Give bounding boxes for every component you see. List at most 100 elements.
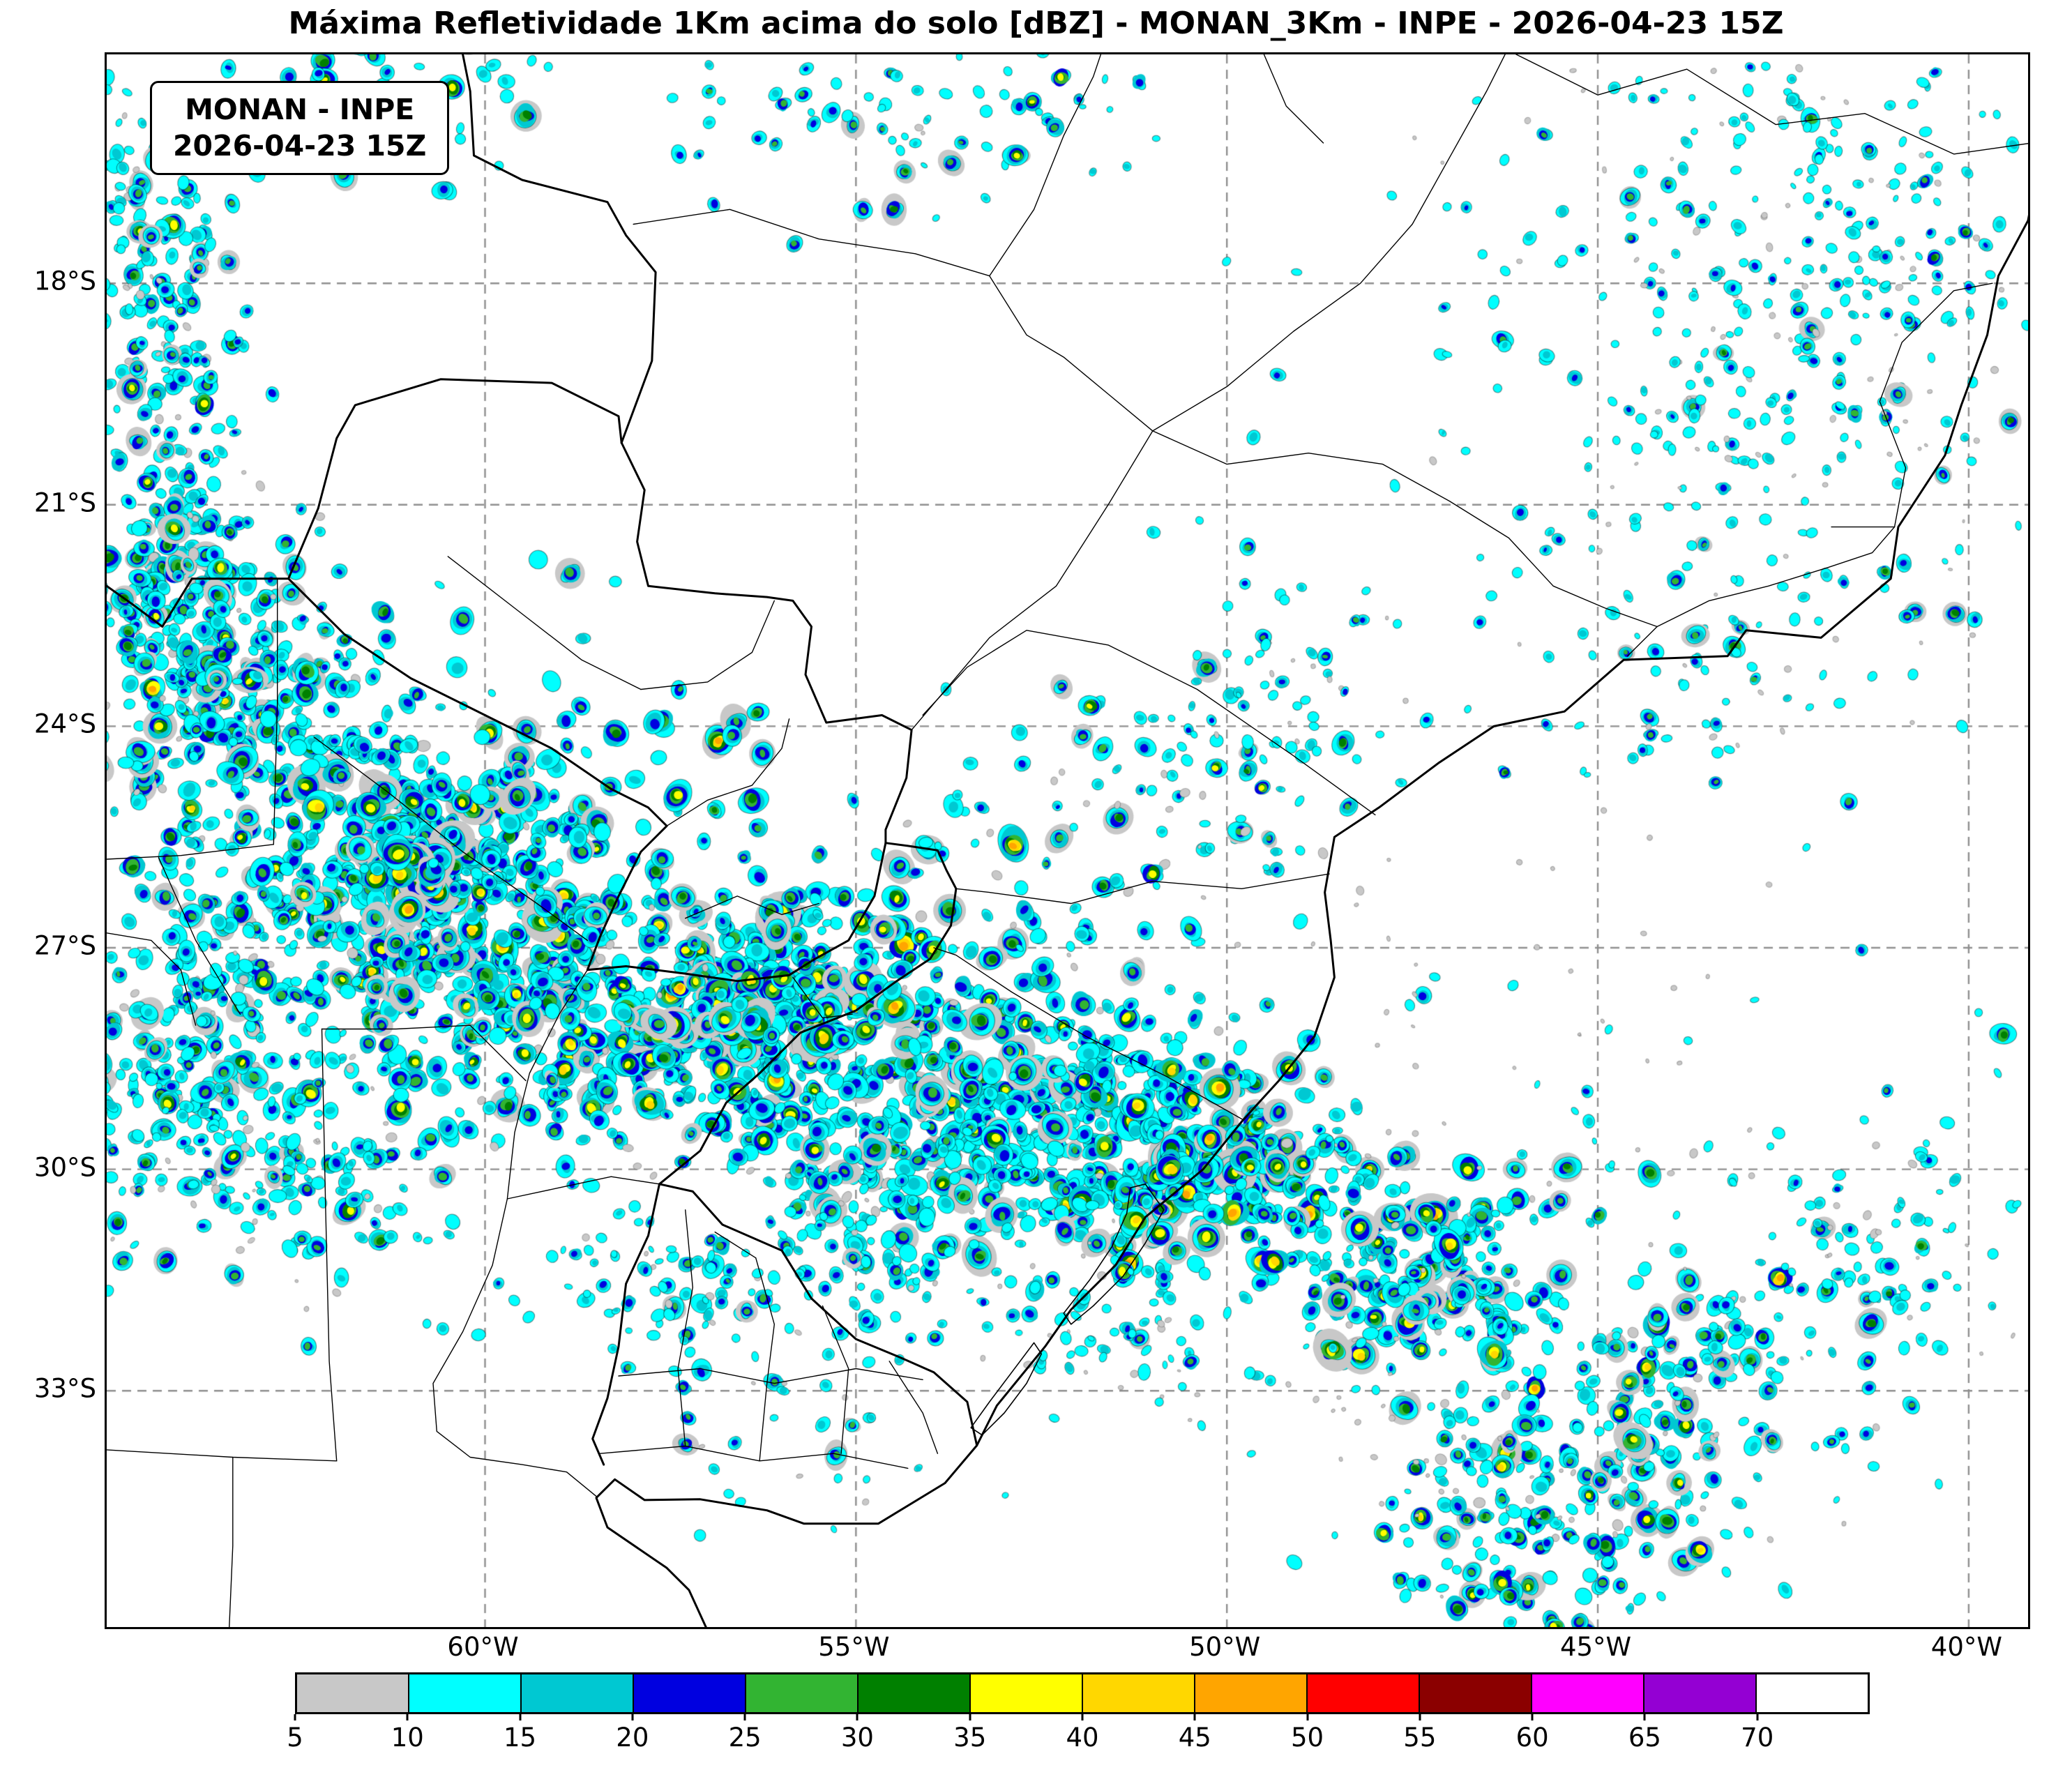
lat-tick-label: 33°S <box>33 1373 96 1404</box>
lon-tick-label: 50°W <box>1189 1632 1261 1662</box>
map-overlay <box>107 54 2028 1627</box>
colorbar-tick-label: 5 <box>287 1723 303 1753</box>
colorbar-tickmark <box>1419 1714 1421 1720</box>
boundary-line <box>599 1445 909 1469</box>
lat-tick-label: 24°S <box>33 709 96 739</box>
colorbar-tick-label: 35 <box>953 1723 987 1753</box>
colorbar-segment <box>746 1674 859 1712</box>
boundary-line <box>506 1176 660 1200</box>
colorbar-tickmark <box>1081 1714 1084 1720</box>
boundary-line <box>462 54 657 444</box>
boundary-line <box>158 857 241 1015</box>
model-name: MONAN - INPE <box>185 93 415 126</box>
boundary-line <box>685 895 819 919</box>
colorbar-tickmark <box>1306 1714 1309 1720</box>
boundary-line <box>633 209 990 277</box>
colorbar-segment <box>522 1674 634 1712</box>
boundary-line <box>955 873 1330 905</box>
boundary-line <box>714 1231 757 1259</box>
colorbar-tick-label: 45 <box>1178 1723 1211 1753</box>
colorbar-segment <box>859 1674 971 1712</box>
colorbar-tick-label: 10 <box>391 1723 424 1753</box>
colorbar-segment <box>409 1674 522 1712</box>
boundary-line <box>321 1028 338 1462</box>
colorbar-segment <box>634 1674 746 1712</box>
lat-tick-label: 18°S <box>33 266 96 296</box>
boundary-line <box>1879 282 1993 528</box>
colorbar-tick-label: 65 <box>1628 1723 1661 1753</box>
colorbar-tickmark <box>631 1714 634 1720</box>
colorbar-segment <box>1083 1674 1195 1712</box>
colorbar-segment <box>297 1674 409 1712</box>
boundary-line <box>447 556 642 690</box>
boundary-line <box>287 378 623 580</box>
colorbar-tick-label: 15 <box>504 1723 537 1753</box>
colorbar-segment <box>1644 1674 1757 1712</box>
colorbar-tick-label: 50 <box>1291 1723 1324 1753</box>
boundary-line <box>1515 54 2028 155</box>
boundary-line <box>658 842 958 1186</box>
boundary-line <box>1656 526 1896 628</box>
colorbar-tickmark <box>1531 1714 1534 1720</box>
lon-tick-label: 55°W <box>818 1632 890 1662</box>
boundary-line <box>911 430 1154 731</box>
colorbar-tick-label: 55 <box>1403 1723 1437 1753</box>
colorbar-tick-label: 60 <box>1515 1723 1549 1753</box>
valid-time: 2026-04-23 15Z <box>173 129 427 163</box>
reflectivity-field <box>107 54 2028 1627</box>
boundary-line <box>1626 626 1658 657</box>
colorbar: 5 10 15 20 25 30 35 40 45 50 55 60 65 70 <box>287 1672 1870 1756</box>
boundary-line <box>107 932 197 1026</box>
boundary-line <box>933 947 1244 1121</box>
boundary-line <box>314 736 588 941</box>
colorbar-tickmark <box>1643 1714 1646 1720</box>
coastline-and-country-borders <box>107 54 2028 1627</box>
boundary-line <box>229 1456 234 1627</box>
colorbar-tickmark <box>969 1714 971 1720</box>
colorbar-segment <box>1420 1674 1532 1712</box>
boundary-line <box>432 969 597 1497</box>
colorbar-segment <box>1308 1674 1420 1712</box>
boundary-line <box>620 441 913 845</box>
colorbar-tick-label: 20 <box>616 1723 649 1753</box>
colorbar-tickmark <box>1756 1714 1759 1720</box>
lon-tick-label: 60°W <box>447 1632 519 1662</box>
boundary-line <box>591 1183 660 1466</box>
boundary-line <box>755 1257 775 1462</box>
colorbar-tickmark <box>743 1714 746 1720</box>
boundary-line <box>1152 54 1506 432</box>
boundary-line <box>640 600 775 690</box>
boundary-line <box>792 976 853 1019</box>
colorbar-segment <box>1532 1674 1644 1712</box>
boundary-line <box>1063 1183 1165 1325</box>
boundary-line <box>822 1305 849 1454</box>
boundary-line <box>922 630 1376 816</box>
boundary-line <box>666 718 790 826</box>
colorbar-bar <box>295 1672 1870 1714</box>
colorbar-tick-label: 70 <box>1741 1723 1774 1753</box>
colorbar-tickmark <box>1193 1714 1196 1720</box>
boundary-line <box>989 54 1102 277</box>
lat-tick-label: 30°S <box>33 1152 96 1183</box>
boundary-line <box>107 844 274 860</box>
boundary-line <box>989 275 1154 432</box>
lat-tick-label: 21°S <box>33 487 96 518</box>
colorbar-tickmark <box>406 1714 409 1720</box>
colorbar-tick-label: 30 <box>840 1723 874 1753</box>
boundary-line <box>107 1449 338 1462</box>
boundary-line <box>658 1183 978 1447</box>
colorbar-tick-label: 40 <box>1066 1723 1099 1753</box>
state-boundaries <box>107 54 2028 1627</box>
lon-tick-label: 40°W <box>1930 1632 2002 1662</box>
boundary-line <box>618 1368 923 1384</box>
colorbar-segment <box>1195 1674 1308 1712</box>
boundary-line <box>1152 430 1658 628</box>
boundary-line <box>677 1209 693 1447</box>
lagoon-outlines <box>970 1183 1165 1436</box>
colorbar-segment <box>1757 1674 1868 1712</box>
colorbar-tickmark <box>856 1714 859 1720</box>
boundary-line <box>287 577 887 983</box>
lon-tick-label: 45°W <box>1559 1632 1632 1662</box>
boundary-line <box>321 1024 527 1082</box>
boundary-line <box>107 577 290 628</box>
